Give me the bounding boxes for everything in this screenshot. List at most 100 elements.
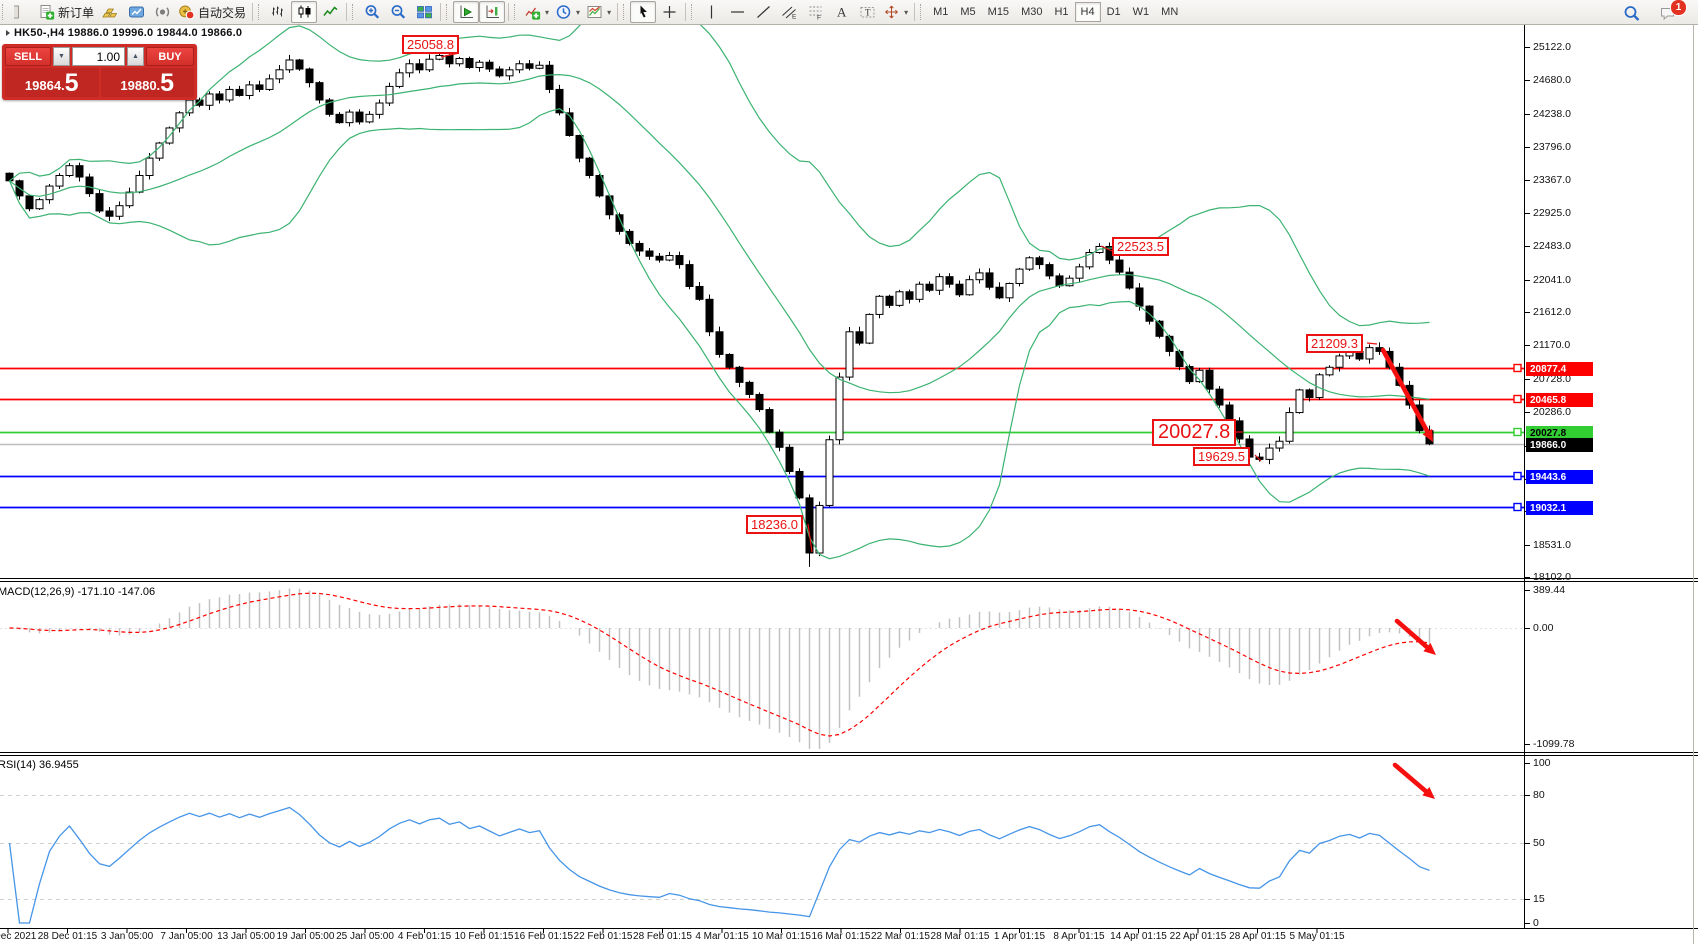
time-axis-label[interactable]: 25 Jan 05:00	[336, 931, 394, 942]
timeframe-m15[interactable]: M15	[982, 2, 1015, 22]
gold-button[interactable]	[97, 1, 123, 23]
svg-text:E: E	[792, 14, 797, 21]
volume-increase-button[interactable]: ▲	[127, 47, 144, 66]
crosshair-icon	[663, 6, 676, 18]
trendline-button[interactable]	[750, 1, 776, 23]
time-axis-label[interactable]: 16 Mar 01:15	[811, 931, 871, 942]
new-order-button[interactable]: 新订单	[35, 1, 97, 23]
channel-button[interactable]: E	[776, 1, 802, 23]
candle-chart-button[interactable]	[291, 1, 318, 23]
toolbar-separator	[508, 3, 510, 21]
arrows-button[interactable]: ▾	[880, 1, 911, 23]
svg-text:A: A	[837, 5, 847, 20]
time-axis-label[interactable]: 14 Apr 01:15	[1110, 931, 1167, 942]
dropdown-caret-icon: ▾	[904, 7, 909, 17]
time-axis-label[interactable]: 20 Dec 2021	[0, 931, 37, 942]
sell-price-display[interactable]: 19864. 5	[5, 68, 99, 97]
new-order-button-label: 新订单	[58, 5, 95, 20]
price-callout-label[interactable]: 19629.5	[1193, 447, 1250, 466]
period-icon	[556, 5, 571, 19]
vline-button[interactable]	[698, 1, 724, 23]
autoscroll-button[interactable]	[453, 1, 480, 23]
one-click-trading-panel: SELL ▼ 1.00 ▲ BUY 19864. 5 19880. 5	[2, 44, 197, 100]
toolbar-separator	[346, 3, 348, 21]
time-axis-label[interactable]: 10 Feb 01:15	[454, 931, 514, 942]
autotrade-button[interactable]: 自动交易	[175, 1, 249, 23]
time-axis-label[interactable]: 22 Mar 01:15	[871, 931, 930, 942]
timeframe-m5[interactable]: M5	[954, 2, 981, 22]
clipped-toolbar-icon[interactable]	[9, 1, 35, 23]
toolbar-grip	[691, 4, 695, 20]
timeframe-h1[interactable]: H1	[1048, 2, 1074, 22]
time-axis-label[interactable]: 8 Apr 01:15	[1053, 931, 1105, 942]
chart-shift-button[interactable]	[479, 1, 506, 23]
timeframe-m1[interactable]: M1	[927, 2, 954, 22]
zoom-in-button[interactable]	[359, 1, 385, 23]
time-axis-label[interactable]: 13 Jan 05:00	[217, 931, 275, 942]
timeframe-h4[interactable]: H4	[1074, 2, 1101, 22]
zoom-out-button[interactable]	[385, 1, 411, 23]
fibonacci-button[interactable]: F	[802, 1, 828, 23]
price-callout-label[interactable]: 20027.8	[1152, 419, 1237, 446]
timeframe-m30[interactable]: M30	[1015, 2, 1048, 22]
price-callout-label[interactable]: 21209.3	[1306, 334, 1363, 353]
text-button[interactable]: A	[828, 1, 854, 23]
volume-decrease-button[interactable]: ▼	[53, 47, 70, 66]
fibo-icon: F	[809, 6, 822, 21]
tile-windows-button[interactable]	[411, 1, 437, 23]
periods-button[interactable]: ▾	[552, 1, 583, 23]
zoom-out-icon	[391, 5, 405, 19]
timeframe-w1[interactable]: W1	[1127, 2, 1156, 22]
time-axis-label[interactable]: 4 Mar 01:15	[695, 931, 749, 942]
macd-axis-tick-label: 389.44	[1533, 584, 1566, 596]
time-axis-label[interactable]: 3 Jan 05:00	[100, 931, 154, 942]
add-indicator-button[interactable]: ▾	[521, 1, 552, 23]
time-axis-label[interactable]: 1 Apr 01:15	[993, 931, 1046, 942]
buy-price-display[interactable]: 19880. 5	[100, 68, 194, 97]
price-line-badge: 20877.4	[1526, 362, 1593, 376]
cursor-button[interactable]	[630, 1, 657, 23]
bar-chart-button[interactable]	[265, 1, 291, 23]
toolbar-separator	[914, 3, 916, 21]
text-label-button[interactable]: T	[854, 1, 880, 23]
time-axis-label[interactable]: 28 Feb 01:15	[633, 931, 692, 942]
time-axis-label[interactable]: 22 Apr 01:15	[1169, 931, 1227, 942]
time-axis-label[interactable]: 7 Jan 05:00	[160, 931, 213, 942]
toolbar-grip	[623, 4, 627, 20]
time-axis-label[interactable]: 28 Mar 01:15	[930, 931, 990, 942]
line-chart-button[interactable]	[317, 1, 343, 23]
sell-price-big-digit: 5	[64, 69, 79, 97]
timeframe-d1[interactable]: D1	[1101, 2, 1127, 22]
signals-button[interactable]	[149, 1, 175, 23]
templates-button[interactable]: ▾	[583, 1, 614, 23]
price-axis-tick-label: 25122.0	[1533, 41, 1571, 53]
price-callout-label[interactable]: 25058.8	[402, 35, 459, 54]
hline-button[interactable]	[724, 1, 750, 23]
time-axis-label[interactable]: 16 Feb 01:15	[514, 931, 573, 942]
time-axis-label[interactable]: 28 Apr 01:15	[1229, 931, 1286, 942]
time-axis-label[interactable]: 10 Mar 01:15	[752, 931, 811, 942]
time-axis-label[interactable]: 22 Feb 01:15	[573, 931, 633, 942]
price-axis-tick-label: 20286.0	[1533, 406, 1571, 418]
clipped-icon	[13, 5, 19, 19]
market-button[interactable]	[123, 1, 149, 23]
time-axis-label[interactable]: 4 Feb 01:15	[397, 931, 452, 942]
svg-text:F: F	[817, 15, 821, 21]
volume-input[interactable]: 1.00	[72, 47, 125, 66]
search-button[interactable]	[1618, 2, 1644, 24]
price-callout-label[interactable]: 22523.5	[1112, 237, 1169, 256]
time-axis-label[interactable]: 19 Jan 05:00	[276, 931, 335, 942]
buy-button[interactable]: BUY	[146, 47, 194, 66]
time-axis-label[interactable]: 28 Dec 01:15	[37, 931, 98, 942]
chart-shift-icon	[486, 5, 499, 18]
time-axis-label[interactable]: 5 May 01:15	[1289, 931, 1345, 942]
timeframe-mn[interactable]: MN	[1155, 2, 1184, 22]
price-callout-label[interactable]: 18236.0	[746, 515, 803, 534]
notifications-button[interactable]: 1	[1654, 0, 1687, 24]
toolbar-separator	[252, 3, 254, 21]
arrows-icon	[885, 5, 898, 19]
sell-button[interactable]: SELL	[5, 47, 51, 66]
price-axis-tick-label: 18531.0	[1533, 539, 1571, 551]
crosshair-button[interactable]	[656, 1, 682, 23]
